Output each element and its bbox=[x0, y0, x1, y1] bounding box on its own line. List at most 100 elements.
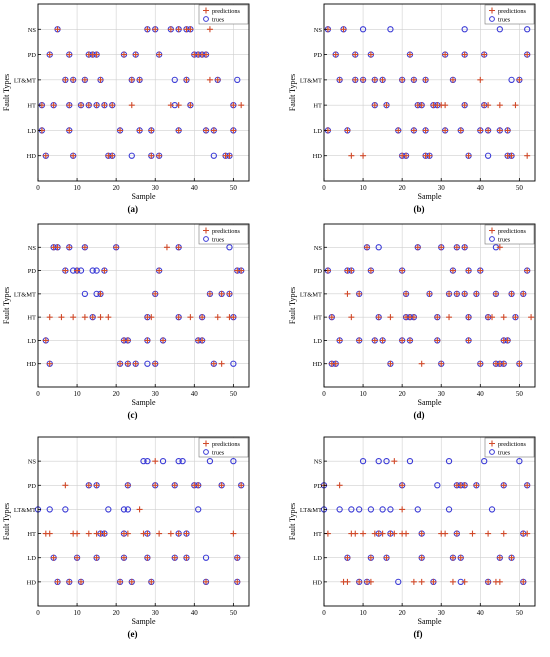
true-point bbox=[508, 76, 515, 84]
prediction-point bbox=[124, 337, 131, 344]
prediction-point bbox=[46, 51, 53, 58]
y-axis-label: Fault Types bbox=[2, 74, 11, 111]
prediction-point bbox=[352, 530, 359, 537]
legend-marker-trues bbox=[203, 16, 209, 22]
prediction-point bbox=[406, 337, 413, 344]
prediction-point bbox=[148, 578, 155, 585]
panel-label: (a) bbox=[128, 204, 139, 214]
true-point bbox=[144, 457, 151, 465]
prediction-point bbox=[418, 578, 425, 585]
true-point bbox=[124, 506, 132, 513]
prediction-point bbox=[371, 76, 378, 83]
prediction-point bbox=[356, 290, 363, 297]
prediction-point bbox=[504, 337, 511, 344]
x-tick-label: 30 bbox=[438, 184, 446, 192]
prediction-point bbox=[210, 360, 217, 367]
prediction-point bbox=[167, 102, 174, 109]
prediction-point bbox=[453, 530, 460, 537]
legend-box bbox=[484, 224, 535, 245]
prediction-point bbox=[183, 554, 190, 561]
prediction-point bbox=[93, 102, 100, 109]
axes-frame bbox=[37, 223, 250, 388]
prediction-point bbox=[66, 51, 73, 58]
prediction-point bbox=[391, 530, 398, 537]
x-tick-label: 20 bbox=[399, 390, 407, 398]
prediction-point bbox=[66, 244, 73, 251]
prediction-point bbox=[105, 314, 112, 321]
prediction-point bbox=[81, 244, 88, 251]
prediction-point bbox=[175, 102, 182, 109]
prediction-point bbox=[344, 578, 351, 585]
y-tick-label: LD bbox=[313, 555, 322, 562]
y-tick-label: HD bbox=[313, 361, 323, 368]
prediction-point bbox=[442, 51, 449, 58]
x-tick-label: 50 bbox=[516, 184, 524, 192]
legend-marker-predictions bbox=[489, 227, 495, 234]
true-point bbox=[383, 457, 390, 465]
prediction-point bbox=[367, 554, 374, 561]
prediction-point bbox=[148, 127, 155, 134]
true-point bbox=[128, 152, 135, 159]
y-tick-label: HT bbox=[313, 531, 322, 538]
x-tick-label: 20 bbox=[113, 184, 121, 192]
prediction-point bbox=[128, 76, 135, 83]
prediction-point bbox=[500, 482, 507, 489]
true-point bbox=[62, 506, 69, 513]
legend-label-predictions: predictions bbox=[498, 441, 527, 448]
y-tick-label: LT&MT bbox=[14, 507, 36, 514]
prediction-point bbox=[477, 127, 484, 134]
prediction-point bbox=[446, 314, 453, 321]
y-tick-label: NS bbox=[28, 459, 37, 466]
prediction-point bbox=[434, 337, 441, 344]
prediction-point bbox=[465, 152, 472, 159]
y-tick-label: PD bbox=[314, 268, 323, 275]
prediction-point bbox=[156, 267, 163, 274]
legend-box bbox=[198, 224, 249, 245]
prediction-point bbox=[152, 360, 159, 367]
prediction-point bbox=[403, 152, 410, 159]
prediction-point bbox=[512, 102, 519, 109]
prediction-point bbox=[496, 102, 503, 109]
true-point bbox=[210, 152, 217, 159]
chart-panel-e: 0 10 20 30 40 50 HD LD HT LT&MT PD NS Sample Fault Ty… bbox=[2, 436, 250, 639]
prediction-point bbox=[367, 267, 374, 274]
prediction-point bbox=[496, 244, 503, 251]
prediction-point bbox=[54, 578, 61, 585]
prediction-point bbox=[117, 360, 124, 367]
prediction-point bbox=[54, 244, 61, 251]
plot-area bbox=[324, 4, 535, 181]
prediction-point bbox=[379, 337, 386, 344]
prediction-point bbox=[340, 26, 347, 33]
y-tick-label: LD bbox=[27, 128, 36, 135]
prediction-point bbox=[430, 578, 437, 585]
prediction-point bbox=[360, 76, 367, 83]
y-tick-label: LT&MT bbox=[14, 77, 36, 84]
x-tick-label: 40 bbox=[191, 390, 199, 398]
prediction-point bbox=[336, 482, 343, 489]
prediction-point bbox=[477, 267, 484, 274]
true-point bbox=[179, 457, 186, 465]
prediction-point bbox=[395, 127, 402, 134]
prediction-point bbox=[348, 314, 355, 321]
y-tick-label: LT&MT bbox=[300, 291, 322, 298]
prediction-point bbox=[101, 267, 108, 274]
legend-marker-trues bbox=[489, 449, 495, 455]
prediction-point bbox=[508, 152, 515, 159]
x-tick-label: 30 bbox=[152, 390, 160, 398]
prediction-point bbox=[93, 554, 100, 561]
prediction-point bbox=[485, 578, 492, 585]
prediction-point bbox=[81, 76, 88, 83]
prediction-point bbox=[136, 127, 143, 134]
prediction-point bbox=[516, 76, 523, 83]
prediction-point bbox=[214, 76, 221, 83]
prediction-point bbox=[152, 26, 159, 33]
prediction-point bbox=[203, 578, 210, 585]
y-tick-label: HT bbox=[313, 315, 322, 322]
prediction-point bbox=[120, 51, 127, 58]
x-axis-label: Sample bbox=[132, 398, 156, 407]
plot-area bbox=[324, 224, 535, 387]
prediction-point bbox=[410, 578, 417, 585]
prediction-point bbox=[128, 102, 135, 109]
prediction-point bbox=[449, 554, 456, 561]
prediction-point bbox=[449, 76, 456, 83]
